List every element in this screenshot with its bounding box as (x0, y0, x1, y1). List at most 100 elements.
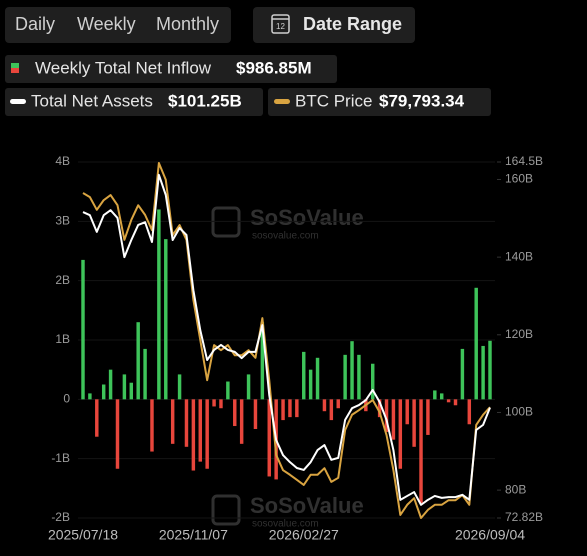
bar (157, 209, 161, 400)
bar (253, 399, 258, 429)
y-tick-label: -1B (51, 451, 70, 465)
tab[interactable]: Weekly (77, 14, 136, 34)
bar (143, 348, 147, 400)
calendar-icon (271, 14, 290, 34)
legend-item (5, 55, 337, 83)
bar (371, 363, 375, 400)
bar (357, 354, 361, 400)
bar (136, 322, 140, 400)
bar (226, 381, 230, 400)
bar (95, 399, 99, 437)
x-tick-label: 2026/02/27 (269, 527, 339, 543)
legend-label: BTC Price (295, 91, 372, 110)
bar (336, 399, 340, 409)
watermark-logo (211, 494, 241, 526)
bar (177, 374, 182, 400)
y2-tick-label: 72.82B (505, 510, 543, 524)
y2-tick-label: 100B (505, 405, 533, 419)
bar (191, 399, 196, 471)
bar (426, 399, 430, 435)
bar (460, 348, 465, 400)
bar (302, 351, 306, 400)
bar (343, 354, 347, 400)
legend-swatch (11, 68, 19, 73)
bar (122, 374, 127, 400)
bar (184, 399, 189, 447)
bar (322, 399, 327, 412)
bar (295, 399, 299, 418)
legend-swatch (10, 99, 26, 104)
bar (267, 399, 271, 477)
y-tick-label: 1B (55, 332, 70, 346)
watermark-url: sosovalue.com (252, 231, 319, 242)
x-tick-label: 2025/07/18 (48, 527, 118, 543)
legend-value: $79,793.34 (379, 91, 465, 110)
legend-swatch (11, 63, 19, 68)
y-tick-label: 4B (55, 154, 70, 168)
y-tick-label: 2B (55, 273, 70, 287)
y2-tick-label: 80B (505, 482, 526, 496)
bar (481, 345, 485, 400)
bar (488, 340, 492, 400)
legend-item (5, 88, 263, 116)
legend-swatch (274, 99, 290, 104)
bar (446, 399, 451, 403)
bar (233, 399, 237, 427)
bar (246, 374, 251, 400)
bar (205, 399, 209, 469)
bar (384, 399, 389, 432)
bar (433, 390, 437, 400)
watermark-url: sosovalue.com (252, 519, 319, 530)
bar (101, 384, 106, 400)
legend-item (268, 88, 491, 116)
x-tick-label: 2026/09/04 (455, 527, 525, 543)
bar (377, 399, 382, 418)
calendar-icon-text: 12 (276, 22, 285, 31)
x-tick-label: 2025/11/07 (159, 527, 228, 543)
y-tick-label: 0 (63, 392, 70, 406)
bar (467, 399, 472, 425)
bar (108, 369, 113, 400)
line (82, 162, 491, 519)
legend-value: $101.25B (168, 91, 242, 110)
bar (88, 393, 92, 400)
bar (350, 341, 354, 400)
bar (453, 399, 458, 406)
bar (405, 399, 409, 425)
watermark-text: SoSoValue (250, 205, 364, 230)
bar (439, 393, 444, 400)
line (82, 173, 491, 506)
bar (81, 259, 85, 400)
bar (419, 399, 423, 504)
watermark-logo (211, 206, 241, 238)
period-tabs (5, 7, 231, 43)
y-tick-label: -2B (51, 510, 70, 524)
legend-label: Total Net Assets (31, 91, 153, 110)
bar (212, 399, 216, 407)
bar (129, 382, 134, 400)
bar (391, 399, 396, 440)
tab[interactable]: Monthly (156, 14, 219, 34)
bar (115, 399, 120, 469)
y-tick-label: 3B (55, 214, 70, 228)
bar (315, 357, 320, 400)
bar (412, 399, 416, 447)
bar (281, 399, 285, 421)
watermark: SoSoValue sosovalue.com SoSoValue sosova… (211, 205, 364, 530)
date-range-button[interactable] (253, 7, 415, 43)
bar (198, 399, 202, 462)
y2-tick-label: 160B (505, 172, 533, 186)
watermark-text: SoSoValue (250, 493, 364, 518)
bar (150, 399, 154, 452)
bar (329, 399, 334, 421)
date-range-label[interactable]: Date Range (303, 14, 402, 34)
bar (288, 399, 292, 418)
bar (239, 399, 244, 444)
y2-tick-label: 164.5B (505, 154, 543, 168)
legend-value: $986.85M (236, 58, 312, 77)
bar (260, 322, 265, 400)
plot: 4B 3B 2B 1B 0 -1B -2B 164.5B 160B 140B 120B 100B 80B… (48, 154, 543, 543)
bar (398, 399, 403, 469)
tab[interactable]: Daily (15, 14, 55, 34)
